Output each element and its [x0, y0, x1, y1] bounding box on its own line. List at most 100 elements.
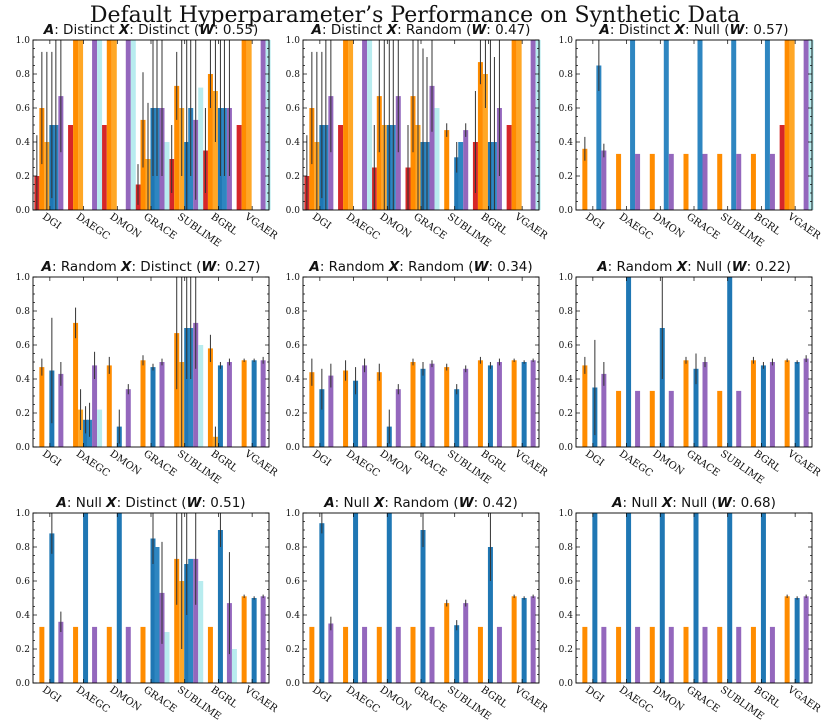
y-tick-label: 0.6: [16, 577, 31, 587]
x-tick-label: VGAER: [242, 448, 280, 479]
bar: [174, 558, 180, 683]
panel-title-part: A: [611, 495, 622, 511]
bar: [338, 125, 344, 210]
panel-title: A: Null X: Distinct (W: 0.51): [55, 495, 245, 511]
y-tick-label: 0.0: [559, 206, 574, 216]
panel-title-part: : 0.27): [216, 259, 260, 275]
y-tick-label: 0.2: [559, 409, 573, 419]
y-tick-label: 0.6: [16, 341, 31, 351]
bar: [362, 626, 368, 683]
bar: [198, 581, 204, 683]
panel-title-part: A: [598, 22, 609, 38]
bar: [164, 142, 170, 210]
bar: [668, 153, 674, 210]
bar: [68, 125, 74, 210]
panel-title-part: : 0.51): [201, 495, 245, 511]
bar: [150, 367, 156, 447]
bar: [683, 360, 689, 447]
bar: [444, 130, 450, 210]
y-tick-label: 0.2: [16, 172, 30, 182]
panel-title-part: W: [730, 22, 746, 38]
bar: [410, 626, 416, 683]
panel-title-part: : Distinct: [322, 22, 387, 38]
bar: [184, 328, 190, 447]
bar: [111, 40, 117, 210]
bar: [217, 365, 223, 447]
x-tick-label: GRACE: [684, 448, 721, 479]
bar: [251, 598, 257, 683]
panel-title: A: Distinct X: Random (W: 0.47): [311, 22, 531, 38]
bar: [649, 153, 655, 210]
bar: [458, 142, 464, 210]
bar: [376, 96, 382, 210]
bar: [188, 558, 194, 683]
bar: [750, 360, 756, 447]
y-tick-label: 0.2: [286, 172, 300, 182]
x-tick-label: GRACE: [411, 448, 448, 479]
bar: [260, 40, 266, 210]
panel-title-part: A: [323, 495, 334, 511]
bar: [463, 603, 469, 683]
y-tick-label: 0.4: [16, 611, 31, 621]
bar: [367, 40, 373, 210]
panel-title-part: : Random (: [384, 495, 458, 511]
x-tick-label: VGAER: [512, 684, 550, 715]
bar: [193, 558, 199, 683]
panel-title-part: : 0.57): [744, 22, 788, 38]
bar: [760, 513, 766, 683]
y-tick-label: 0.6: [286, 341, 301, 351]
panel-title-part: A: [41, 259, 52, 275]
x-tick-label: GRACE: [141, 448, 178, 479]
bar: [154, 547, 160, 683]
bar: [727, 277, 733, 447]
bar: [727, 513, 733, 683]
x-tick-label: DGI: [583, 684, 606, 704]
bar: [477, 360, 483, 447]
bar: [582, 626, 588, 683]
panel-title: A: Random X: Distinct (W: 0.27): [41, 259, 261, 275]
panel-title-part: : Null (: [672, 495, 717, 511]
panel-title-part: : 0.68): [732, 495, 776, 511]
panel-title-part: A: [596, 259, 607, 275]
bar: [328, 96, 334, 210]
y-tick-label: 0.0: [286, 679, 301, 689]
bar: [736, 390, 742, 447]
y-tick-label: 0.0: [16, 206, 31, 216]
bar: [530, 40, 536, 210]
panel-title-part: : Distinct: [54, 22, 119, 38]
bar: [130, 40, 136, 210]
panel-title-part: : Null (: [687, 259, 732, 275]
bar: [477, 62, 483, 210]
x-tick-label: GRACE: [411, 211, 448, 242]
figure-title: Default Hyperparameter’s Performance on …: [90, 3, 740, 28]
bar: [803, 358, 809, 447]
bar: [717, 626, 723, 683]
y-tick-label: 0.4: [559, 375, 574, 385]
x-tick-label: VGAER: [242, 684, 280, 715]
bar: [420, 530, 426, 683]
y-tick-label: 0.4: [286, 375, 301, 385]
y-tick-label: 1.0: [16, 509, 31, 519]
panel-title: A: Random X: Random (W: 0.34): [308, 259, 532, 275]
bar: [101, 125, 107, 210]
bar: [635, 153, 641, 210]
y-tick-label: 0.8: [559, 307, 574, 317]
bar: [630, 40, 636, 210]
bar: [477, 626, 483, 683]
bar: [702, 362, 708, 447]
bar: [362, 365, 368, 447]
x-tick-label: DGI: [583, 211, 606, 231]
panel-title-part: W: [471, 22, 487, 38]
bar: [319, 523, 325, 683]
bar: [663, 40, 669, 210]
bar: [116, 513, 122, 683]
x-tick-label: DAEGC: [344, 684, 382, 715]
bar: [764, 40, 770, 210]
y-tick-label: 0.8: [16, 70, 31, 80]
bar: [803, 40, 809, 210]
bar: [511, 596, 517, 683]
bar: [784, 40, 790, 210]
bar: [601, 150, 607, 210]
panel-title-part: : Null: [67, 495, 106, 511]
x-tick-label: DAEGC: [74, 684, 112, 715]
